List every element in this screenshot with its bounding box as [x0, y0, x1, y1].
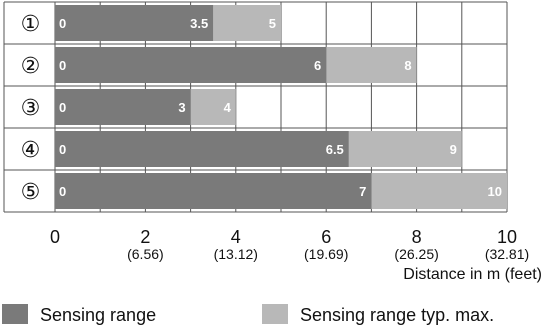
row-label: ② — [21, 54, 41, 79]
bar-label-sensing-range-max: 9 — [450, 142, 457, 157]
bar-label-sensing-range: 7 — [359, 184, 366, 199]
bar-sensing-range — [55, 89, 191, 125]
bar-sensing-range-max — [326, 47, 417, 83]
bar-label-sensing-range-max: 10 — [488, 184, 502, 199]
x-tick-sublabel: (32.81) — [485, 246, 529, 262]
bar-label-sensing-range-max: 8 — [404, 58, 411, 73]
bar-label-start: 0 — [59, 184, 66, 199]
legend-label-sensing-range-max: Sensing range typ. max. — [300, 305, 494, 325]
bar-sensing-range-max — [371, 173, 507, 209]
x-tick-label: 10 — [497, 227, 517, 247]
bar-label-start: 0 — [59, 16, 66, 31]
bar-sensing-range — [55, 47, 327, 83]
x-tick-label: 0 — [50, 227, 60, 247]
bar-sensing-range — [55, 173, 372, 209]
bar-sensing-range — [55, 5, 214, 41]
legend: Sensing range Sensing range typ. max. — [2, 304, 494, 325]
x-tick-label: 2 — [140, 227, 150, 247]
legend-swatch-sensing-range — [2, 304, 28, 324]
row-labels: ① ② ③ ④ ⑤ — [21, 12, 41, 205]
bars — [55, 5, 507, 209]
row-label: ⑤ — [21, 180, 41, 205]
bar-label-sensing-range-max: 4 — [224, 100, 232, 115]
x-tick-label: 8 — [412, 227, 422, 247]
bar-label-start: 0 — [59, 142, 66, 157]
x-tick-sublabel: (19.69) — [304, 246, 348, 262]
row-label: ① — [21, 12, 41, 37]
row-label: ③ — [21, 96, 41, 121]
x-tick-label: 4 — [231, 227, 241, 247]
bar-label-sensing-range: 6.5 — [326, 142, 344, 157]
bar-sensing-range — [55, 131, 349, 167]
bar-label-start: 0 — [59, 100, 66, 115]
x-axis-title: Distance in m (feet) — [403, 266, 542, 283]
x-tick-sublabel: (26.25) — [394, 246, 438, 262]
x-axis-ticks: 0 2(6.56) 4(13.12) 6(19.69) 8(26.25) 10(32.81… — [50, 227, 529, 262]
bar-label-sensing-range: 3.5 — [190, 16, 208, 31]
x-tick-sublabel: (13.12) — [214, 246, 258, 262]
bar-sensing-range-max — [213, 5, 281, 41]
x-tick-label: 6 — [321, 227, 331, 247]
legend-swatch-sensing-range-max — [262, 304, 288, 324]
legend-label-sensing-range: Sensing range — [40, 305, 156, 325]
x-tick-sublabel: (6.56) — [127, 246, 164, 262]
bar-label-sensing-range-max: 5 — [269, 16, 276, 31]
row-label: ④ — [21, 138, 41, 163]
bar-label-sensing-range: 3 — [178, 100, 185, 115]
bar-labels: 0 3.5 5 0 6 8 0 3 4 0 6.5 9 0 7 10 — [59, 16, 502, 199]
bar-sensing-range-max — [348, 131, 462, 167]
bar-sensing-range-max — [190, 89, 236, 125]
bar-label-start: 0 — [59, 58, 66, 73]
bar-label-sensing-range: 6 — [314, 58, 321, 73]
